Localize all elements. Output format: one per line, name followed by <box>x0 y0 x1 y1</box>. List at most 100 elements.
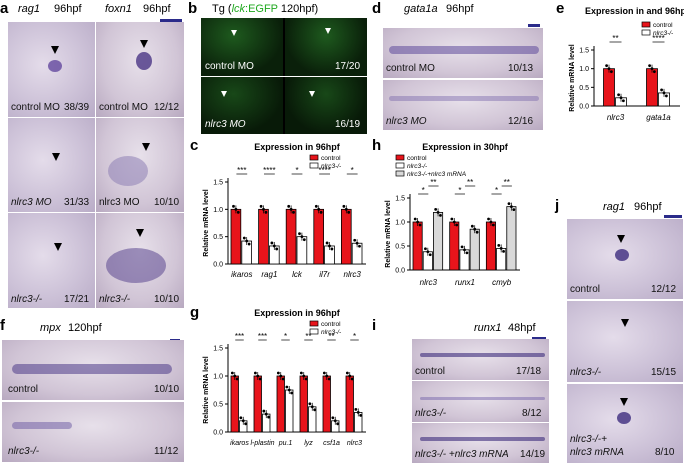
y-tick-label: 0.0 <box>213 262 223 269</box>
data-point <box>235 377 239 381</box>
label: nlrc3-/- <box>99 294 131 305</box>
ish-image-mpx-nlrc3-mutant: nlrc3-/- 11/12 <box>2 402 184 462</box>
data-point <box>662 91 666 95</box>
category-label: il7r <box>319 270 330 279</box>
data-point <box>418 223 422 227</box>
data-point <box>298 232 301 236</box>
ish-image-rag1-nlrc3-mutant: nlrc3-/- 15/15 <box>567 301 683 382</box>
bar <box>485 221 496 271</box>
category-label: nlrc3 <box>344 270 362 279</box>
data-point <box>290 391 294 395</box>
count: 10/10 <box>154 384 180 395</box>
bar <box>299 375 308 433</box>
count: 38/39 <box>64 102 90 113</box>
bar <box>322 375 331 433</box>
legend-label: nlrc3-/- <box>407 163 428 170</box>
data-point <box>262 409 266 413</box>
ish-image-runx1-nlrc3-mutant: nlrc3-/- 8/12 <box>412 381 549 422</box>
data-point <box>450 217 454 221</box>
data-point <box>232 204 235 208</box>
count: 17/21 <box>64 294 90 305</box>
category-label: nlrc3 <box>607 113 625 122</box>
category-label: pu.1 <box>278 440 293 447</box>
count: 15/15 <box>651 367 677 378</box>
category-label: ikaros <box>230 440 249 447</box>
data-point <box>317 207 321 211</box>
count: 11/12 <box>154 446 179 457</box>
count: 8/10 <box>655 447 675 458</box>
count: 17/18 <box>516 366 542 377</box>
data-point <box>497 244 501 247</box>
label: nlrc3-/- <box>11 294 43 305</box>
data-point <box>258 377 262 381</box>
y-tick-label: 1.0 <box>579 66 589 73</box>
data-point <box>509 205 513 209</box>
label: control MO <box>386 63 435 74</box>
label: control <box>415 366 446 377</box>
data-point <box>648 64 651 68</box>
data-point <box>436 211 440 214</box>
panel-b-title: Tg (lck:EGFP 120hpf) <box>212 3 319 15</box>
label: nlrc3-/- <box>415 408 447 419</box>
label: nlrc3-/- <box>8 446 40 457</box>
count: 12/16 <box>508 116 534 127</box>
data-point <box>241 419 245 423</box>
data-point <box>253 371 257 375</box>
bar <box>412 221 423 271</box>
count: 10/10 <box>154 197 180 208</box>
data-point <box>304 377 308 381</box>
count: 12/12 <box>651 284 677 295</box>
chart-title: Expression in 96hpf <box>254 308 341 318</box>
panel-d-gene: gata1a <box>404 3 438 15</box>
data-point <box>325 241 329 245</box>
data-point <box>287 388 291 392</box>
data-point <box>473 227 477 231</box>
panel-a-col1-stage: 96hpf <box>54 3 82 15</box>
bar <box>258 208 269 265</box>
ish-image-rag1-nlrc3-mo: nlrc3 MO 31/33 <box>8 118 95 212</box>
data-point <box>424 247 427 251</box>
ish-image-mpx-control: control 10/10 <box>2 340 184 400</box>
y-axis-label: Relative mRNA level <box>569 44 576 111</box>
y-tick-label: 0.5 <box>213 234 223 241</box>
scale-bar <box>532 337 546 340</box>
data-point <box>328 244 331 248</box>
count: 8/12 <box>522 408 542 419</box>
bar <box>603 68 615 107</box>
panel-letter-e: e <box>556 0 565 17</box>
label: control MO <box>205 61 254 72</box>
data-point <box>470 224 474 228</box>
category-label: cmyb <box>492 278 512 287</box>
data-point <box>512 208 516 212</box>
category-label: gata1a <box>646 113 671 122</box>
data-point <box>287 204 291 208</box>
data-point <box>465 251 469 255</box>
data-point <box>455 223 459 227</box>
panel-letter-i: i <box>372 317 377 334</box>
category-label: nlrc3 <box>347 440 362 447</box>
significance-label: * <box>495 186 498 195</box>
category-label: lyz <box>304 440 313 447</box>
ish-image-rag1-nlrc3-mutant: nlrc3-/- 17/21 <box>8 213 95 308</box>
data-point <box>489 220 493 224</box>
data-point <box>276 371 280 375</box>
bar <box>646 68 658 107</box>
data-point <box>242 236 246 240</box>
data-point <box>236 210 240 214</box>
legend-label: control <box>321 155 341 162</box>
label: nlrc3-/- <box>570 367 602 378</box>
category-label: nlrc3 <box>420 278 438 287</box>
y-tick-label: 1.5 <box>213 346 223 353</box>
data-point <box>355 241 359 245</box>
data-point <box>416 220 420 224</box>
ish-image-foxn1-nlrc3-mutant: nlrc3-/- 10/10 <box>96 213 184 308</box>
data-point <box>308 402 312 406</box>
data-point <box>359 414 363 417</box>
significance-label: * <box>458 186 461 195</box>
label-line2: nlrc3 mRNA <box>570 447 624 458</box>
panel-i-stage: 48hpf <box>508 322 536 334</box>
count: 17/20 <box>335 61 361 72</box>
legend-swatch <box>641 21 651 28</box>
panel-letter-f: f <box>0 317 5 334</box>
bar <box>296 236 308 265</box>
